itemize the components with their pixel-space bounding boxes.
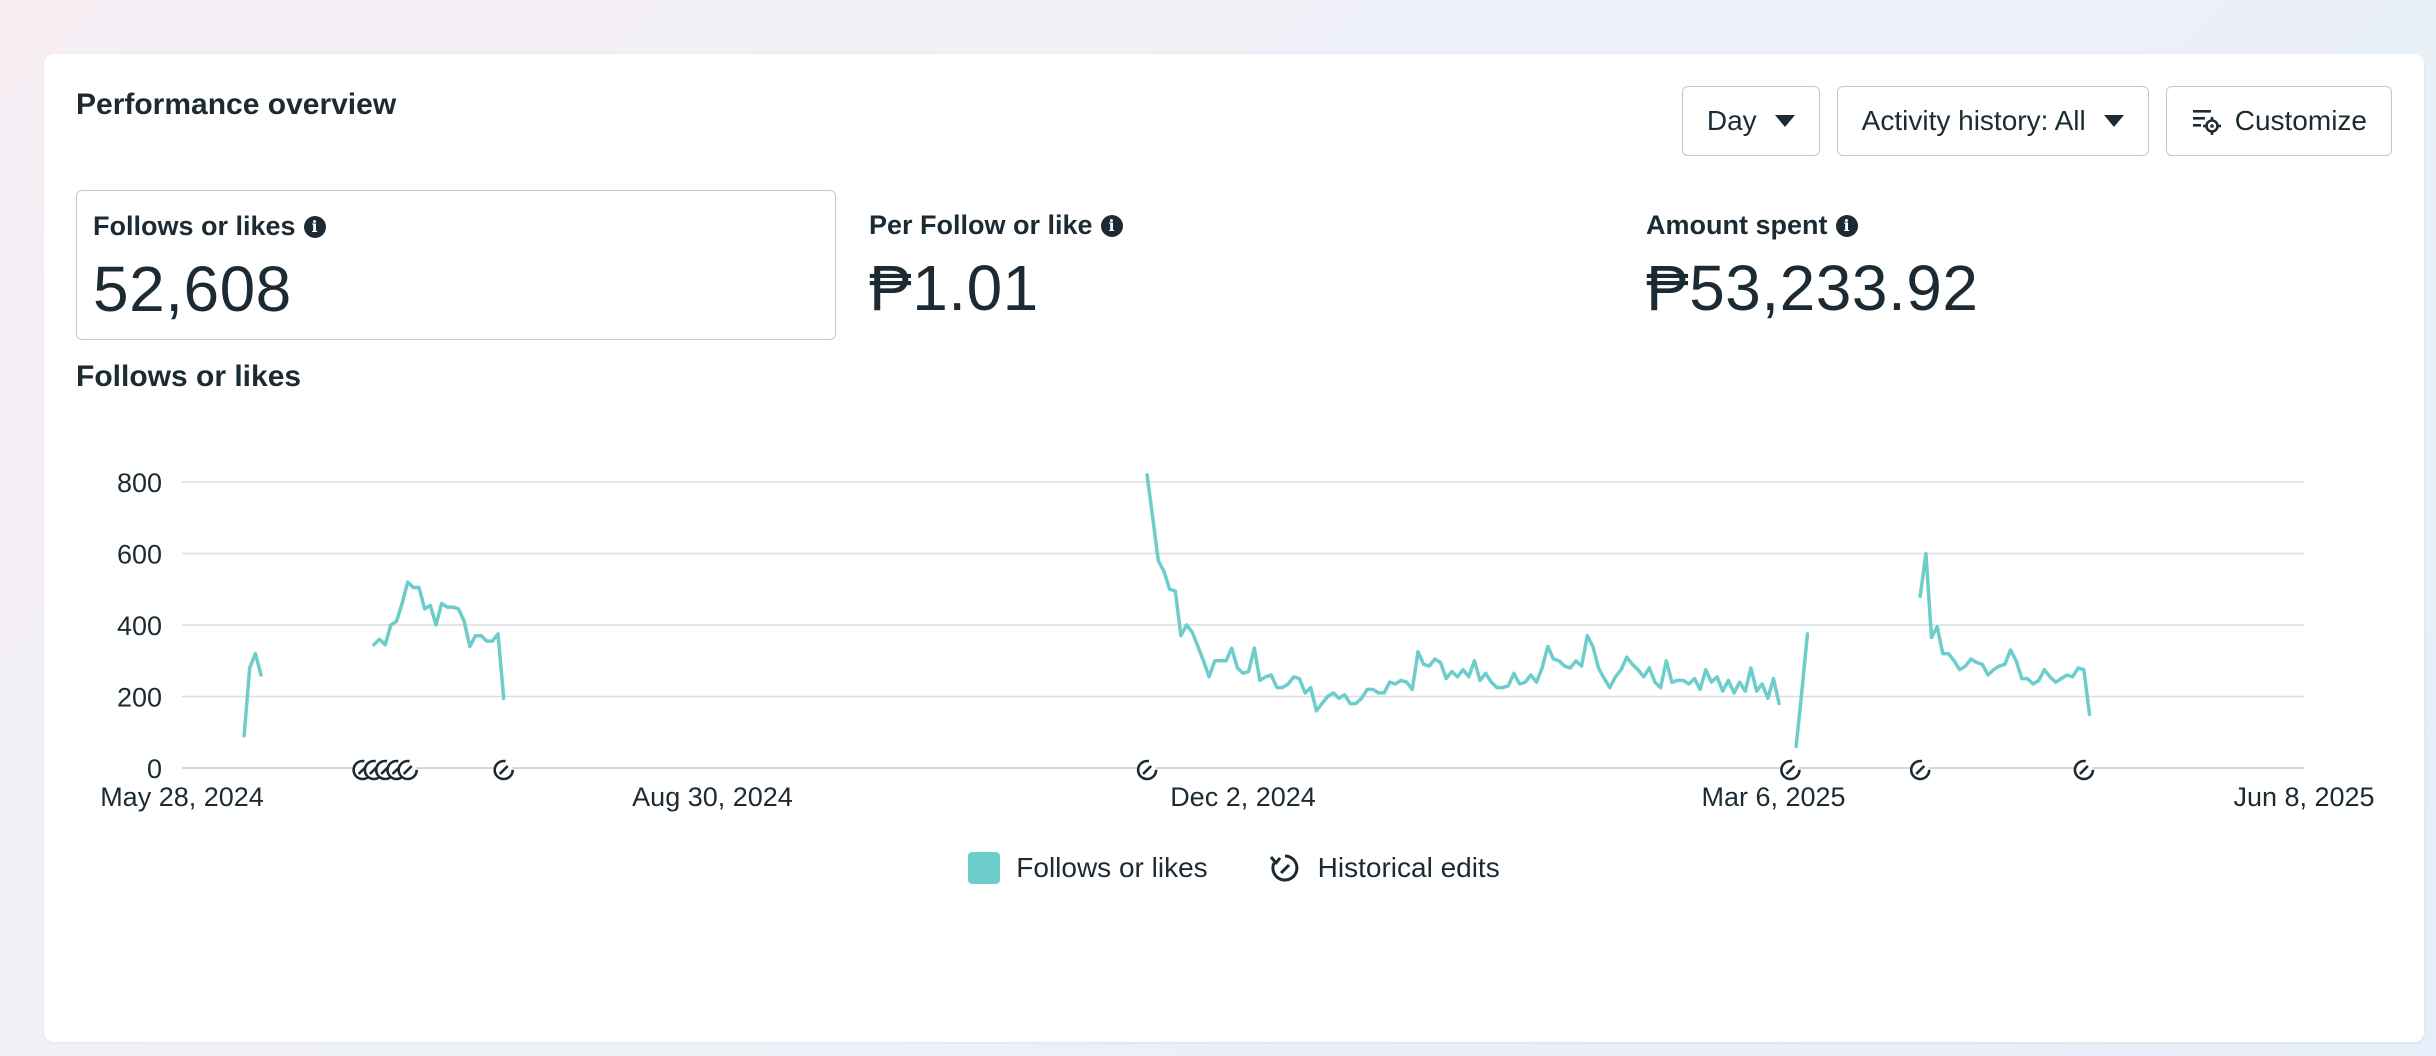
- activity-history-label: Activity history: All: [1861, 105, 2086, 136]
- legend-item-historical-edits[interactable]: Historical edits: [1268, 851, 1500, 885]
- activity-history-dropdown[interactable]: Activity history: All: [1836, 86, 2149, 156]
- marker-pen: [1142, 765, 1153, 775]
- metrics-row: Follows or likes i 52,608 Per Follow or …: [76, 190, 2376, 342]
- marker-pen: [402, 765, 413, 775]
- metric-value: 52,608: [93, 253, 292, 325]
- series-line-follows-or-likes: [372, 580, 506, 701]
- legend-swatch: [968, 852, 1001, 884]
- historical-edit-icon: [2073, 759, 2095, 781]
- historical-edit-icon: [1269, 854, 1299, 882]
- info-icon[interactable]: i: [1100, 214, 1123, 237]
- chart-controls: Day Activity history: All Customize: [1681, 86, 2392, 156]
- period-dropdown-label: Day: [1706, 105, 1757, 136]
- metric-value: ₱53,233.92: [1646, 252, 1979, 324]
- metric-label: Per Follow or like: [869, 210, 1093, 240]
- marker-pen: [2078, 765, 2089, 775]
- legend-label: Historical edits: [1317, 852, 1500, 883]
- x-tick-label: Aug 30, 2024: [632, 782, 793, 812]
- caret-down-icon: [2103, 115, 2124, 127]
- series-line-follows-or-likes: [1918, 551, 2092, 717]
- historical-edit-icon: [1136, 759, 1158, 781]
- info-icon[interactable]: i: [303, 215, 326, 238]
- info-icon[interactable]: i: [1835, 214, 1858, 237]
- performance-overview-card: Performance overview Day Activity histor…: [44, 54, 2424, 1042]
- marker-pen: [1915, 765, 1926, 775]
- y-tick-label: 0: [147, 754, 162, 784]
- legend-item-follows-or-likes[interactable]: Follows or likes: [968, 852, 1208, 884]
- metric-amount-spent[interactable]: Amount spent i ₱53,233.92: [1630, 190, 2370, 340]
- card-title: Performance overview: [76, 88, 397, 121]
- chart-title: Follows or likes: [76, 360, 302, 393]
- metric-per-follow-or-like[interactable]: Per Follow or like i ₱1.01: [853, 190, 1613, 340]
- metric-label: Follows or likes: [93, 211, 296, 241]
- chart-legend: Follows or likes Historical edits: [44, 851, 2424, 885]
- historical-edit-icon: [1909, 759, 1931, 781]
- x-tick-label: May 28, 2024: [100, 782, 264, 812]
- y-tick-label: 400: [117, 611, 162, 641]
- metric-value: ₱1.01: [869, 252, 1039, 324]
- marker-pen: [498, 765, 509, 775]
- historical-edit-icon: [1780, 759, 1801, 781]
- x-tick-label: Mar 6, 2025: [1701, 782, 1845, 812]
- x-tick-label: Dec 2, 2024: [1170, 782, 1316, 812]
- historical-edit-icon: [397, 759, 419, 781]
- y-tick-label: 800: [117, 468, 162, 498]
- customize-label: Customize: [2234, 105, 2367, 136]
- series-line-follows-or-likes: [1145, 473, 1781, 713]
- metric-follows-or-likes[interactable]: Follows or likes i 52,608: [76, 190, 836, 340]
- period-dropdown[interactable]: Day: [1681, 86, 1820, 156]
- marker-pen: [1785, 765, 1796, 775]
- follows-or-likes-chart: 0 200 400 600 800 May 28, 2024 Aug 30, 2024 Dec…: [100, 468, 2374, 812]
- y-tick-label: 600: [117, 540, 162, 570]
- y-tick-label: 200: [117, 683, 162, 713]
- caret-down-icon: [1774, 115, 1795, 127]
- legend-label: Follows or likes: [1016, 852, 1208, 883]
- x-tick-label: Jun 8, 2025: [2233, 782, 2374, 812]
- series-line-follows-or-likes: [1794, 632, 1810, 749]
- sliders-gear-icon: [2192, 110, 2221, 135]
- historical-edit-icon: [493, 759, 515, 781]
- customize-button[interactable]: Customize: [2165, 86, 2392, 156]
- series-line-follows-or-likes: [242, 651, 263, 738]
- metric-label: Amount spent: [1646, 210, 1828, 240]
